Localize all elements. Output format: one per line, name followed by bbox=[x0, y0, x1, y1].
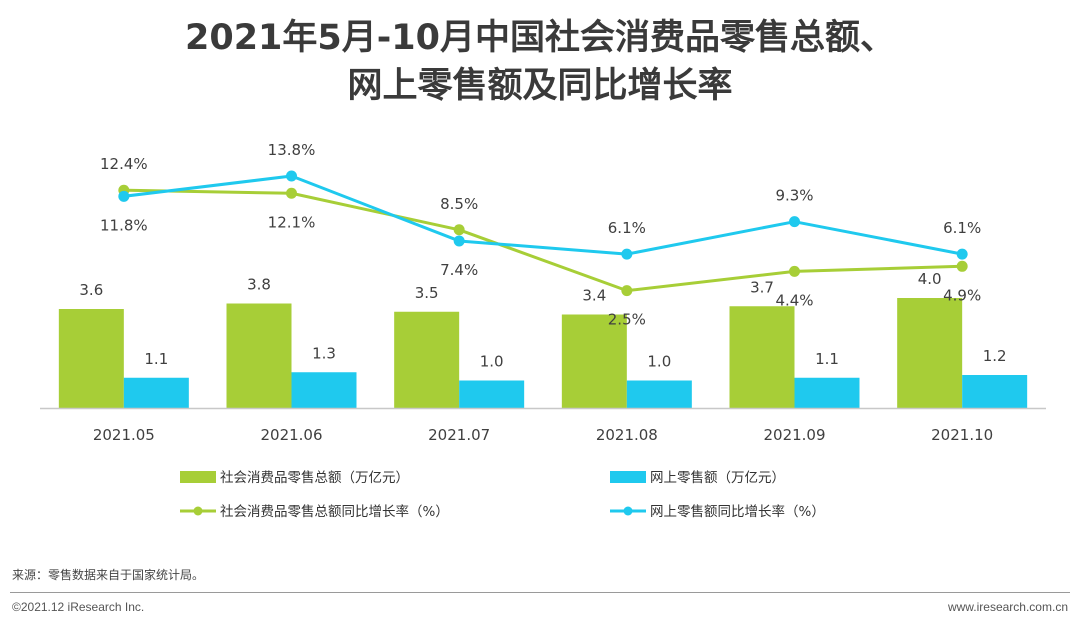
online-retail-bar-label-2021.08: 1.0 bbox=[647, 353, 671, 371]
online-retail-bar-2021.09 bbox=[794, 377, 860, 408]
copyright-text: ©2021.12 iResearch Inc. bbox=[12, 600, 145, 614]
online-growth-label-2021.06: 13.8% bbox=[268, 141, 316, 159]
x-tick-label-2021.09: 2021.09 bbox=[763, 426, 825, 444]
online-growth-label-2021.05: 11.8% bbox=[100, 216, 148, 234]
retail-total-bar-2021.09 bbox=[729, 306, 795, 408]
online-retail-bar-label-2021.10: 1.2 bbox=[983, 347, 1007, 365]
online-retail-bar-2021.07 bbox=[459, 380, 525, 408]
retail-total-bar-2021.06 bbox=[226, 303, 292, 408]
x-tick-label-2021.07: 2021.07 bbox=[428, 426, 490, 444]
online-growth-point-2021.10 bbox=[956, 248, 968, 260]
retail-total-bar-2021.08 bbox=[561, 314, 627, 408]
retail-growth-label-2021.10: 4.9% bbox=[943, 286, 981, 304]
retail-growth-label-2021.06: 12.1% bbox=[268, 213, 316, 231]
retail-total-bar-label-2021.07: 3.5 bbox=[415, 284, 439, 302]
retail-growth-line bbox=[123, 188, 963, 293]
online-growth-label-2021.10: 6.1% bbox=[943, 219, 981, 237]
x-tick-label-2021.08: 2021.08 bbox=[596, 426, 658, 444]
online-growth-label-2021.07: 7.4% bbox=[440, 261, 478, 279]
online-retail-bar-label-2021.05: 1.1 bbox=[144, 350, 168, 368]
legend-online-growth-swatch-dot bbox=[623, 506, 633, 516]
chart-title-line-1: 2021年5月-10月中国社会消费品零售总额、 bbox=[185, 18, 895, 58]
website-text: www.iresearch.com.cn bbox=[947, 600, 1068, 614]
retail-growth-label-2021.08: 2.5% bbox=[608, 311, 646, 329]
legend-retail-total-swatch bbox=[180, 471, 216, 483]
chart-title-line-2: 网上零售额及同比增长率 bbox=[347, 66, 733, 106]
online-retail-bar-label-2021.06: 1.3 bbox=[312, 344, 336, 362]
retail-total-bar-label-2021.10: 4.0 bbox=[918, 270, 942, 288]
legend-retail-growth-swatch-dot bbox=[193, 506, 203, 516]
chart-title: 2021年5月-10月中国社会消费品零售总额、 网上零售额及同比增长率 bbox=[0, 14, 1080, 110]
legend-online-retail-swatch bbox=[610, 471, 646, 483]
legend-online-retail-label: 网上零售额（万亿元） bbox=[650, 470, 785, 486]
online-growth-point-2021.08 bbox=[621, 248, 633, 260]
retail-growth-point-2021.08 bbox=[621, 285, 633, 297]
retail-growth-label-2021.09: 4.4% bbox=[775, 291, 813, 309]
online-retail-bar-2021.06 bbox=[291, 372, 357, 408]
online-growth-point-2021.07 bbox=[453, 235, 465, 247]
x-tick-label-2021.10: 2021.10 bbox=[931, 426, 993, 444]
online-growth-line bbox=[123, 174, 963, 256]
online-retail-bar-2021.08 bbox=[626, 380, 692, 408]
legend-online-growth-label: 网上零售额同比增长率（%） bbox=[650, 503, 825, 520]
retail-growth-point-2021.10 bbox=[956, 260, 968, 272]
retail-total-bar-label-2021.08: 3.4 bbox=[582, 287, 606, 305]
x-tick-label-2021.06: 2021.06 bbox=[260, 426, 322, 444]
retail-growth-point-2021.07 bbox=[453, 224, 465, 236]
online-growth-point-2021.05 bbox=[118, 190, 130, 202]
retail-total-bar-label-2021.09: 3.7 bbox=[750, 278, 774, 296]
retail-total-bar-2021.07 bbox=[394, 311, 460, 408]
online-retail-bar-2021.10 bbox=[962, 375, 1028, 408]
legend-retail-total-label: 社会消费品零售总额（万亿元） bbox=[220, 470, 409, 486]
retail-total-bar-label-2021.05: 3.6 bbox=[79, 281, 103, 299]
source-note: 来源：零售数据来自于国家统计局。 bbox=[12, 568, 205, 582]
retail-growth-label-2021.05: 12.4% bbox=[100, 155, 148, 173]
retail-growth-label-2021.07: 8.5% bbox=[440, 195, 478, 213]
legend-retail-growth-label: 社会消费品零售总额同比增长率（%） bbox=[220, 503, 449, 520]
footer-divider bbox=[10, 592, 1070, 593]
online-retail-bar-2021.05 bbox=[123, 377, 189, 408]
combo-chart: 3.6 3.8 3.5 3.4 3.7 4.0 1.1 1.3 1.0 1.0 1.1 1.2 2021… bbox=[40, 141, 1046, 520]
online-retail-bar-label-2021.07: 1.0 bbox=[480, 353, 504, 371]
retail-total-bar-label-2021.06: 3.8 bbox=[247, 276, 271, 294]
retail-total-bar-2021.10 bbox=[897, 298, 963, 408]
online-growth-label-2021.09: 9.3% bbox=[775, 187, 813, 205]
online-retail-bar-label-2021.09: 1.1 bbox=[815, 350, 839, 368]
online-growth-point-2021.09 bbox=[789, 216, 800, 228]
retail-growth-point-2021.06 bbox=[286, 187, 297, 199]
retail-growth-point-2021.09 bbox=[789, 265, 800, 277]
online-growth-point-2021.06 bbox=[286, 170, 297, 182]
online-growth-label-2021.08: 6.1% bbox=[608, 219, 646, 237]
x-tick-label-2021.05: 2021.05 bbox=[93, 426, 155, 444]
retail-total-bar-2021.05 bbox=[58, 309, 124, 408]
